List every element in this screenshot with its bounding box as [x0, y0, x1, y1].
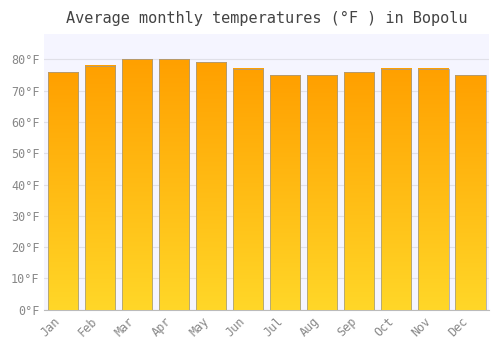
Bar — [233, 69, 264, 310]
Bar — [196, 62, 226, 310]
Bar — [270, 75, 300, 310]
Bar — [344, 72, 374, 310]
Title: Average monthly temperatures (°F ) in Bopolu: Average monthly temperatures (°F ) in Bo… — [66, 11, 468, 26]
Bar — [122, 59, 152, 310]
Bar — [159, 59, 190, 310]
Bar — [455, 75, 486, 310]
Bar — [48, 72, 78, 310]
Bar — [307, 75, 338, 310]
Bar — [381, 69, 412, 310]
Bar — [85, 65, 115, 310]
Bar — [418, 69, 448, 310]
